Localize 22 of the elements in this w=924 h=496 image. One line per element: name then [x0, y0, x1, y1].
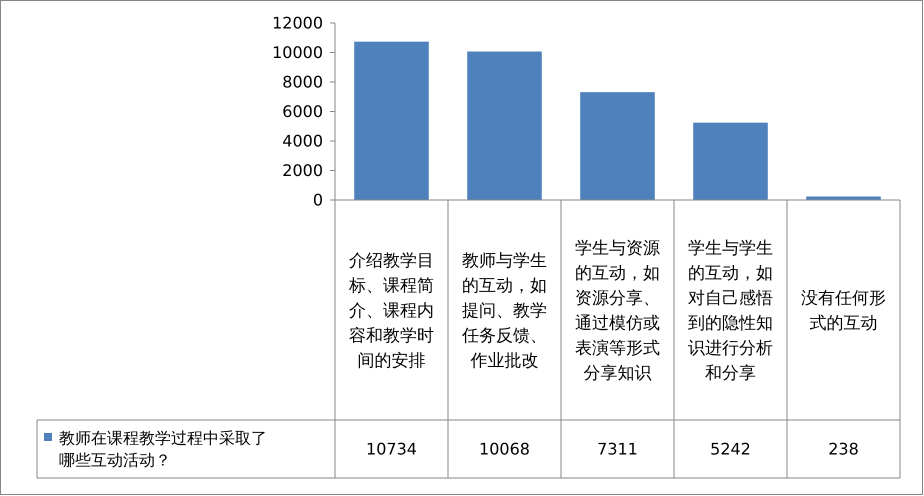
data-label: 238	[828, 440, 859, 459]
x-tick-label: 教师与学生的互动，如提问、教学任务反馈、作业批改	[461, 250, 547, 371]
bar	[467, 51, 542, 200]
y-tick-label: 0	[312, 190, 323, 210]
data-label: 10734	[366, 440, 417, 459]
y-tick-label: 4000	[282, 132, 323, 151]
y-tick-label: 2000	[282, 161, 323, 180]
bar	[580, 92, 655, 200]
data-label: 10068	[479, 440, 530, 459]
x-tick-label: 没有任何形式的互动	[801, 288, 886, 334]
legend-label: 教师在课程教学过程中采取了哪些互动活动？	[59, 428, 267, 470]
y-tick-label: 12000	[272, 14, 323, 33]
x-tick-label: 学生与资源的互动，如资源分享、通过模仿或表演等形式分享知识	[575, 238, 660, 384]
y-tick-label: 8000	[282, 72, 323, 92]
y-tick-label: 6000	[282, 102, 323, 122]
data-label: 7311	[597, 440, 638, 459]
x-tick-label: 介绍教学目标、课程简介、课程内容和教学时间的安排	[348, 250, 434, 371]
data-label: 5242	[710, 440, 751, 459]
bar	[693, 122, 768, 200]
y-tick-label: 10000	[272, 43, 323, 62]
x-tick-label: 学生与学生的互动，如对自己感悟到的隐性知识进行分析和分享	[688, 238, 773, 384]
bar	[354, 42, 429, 200]
